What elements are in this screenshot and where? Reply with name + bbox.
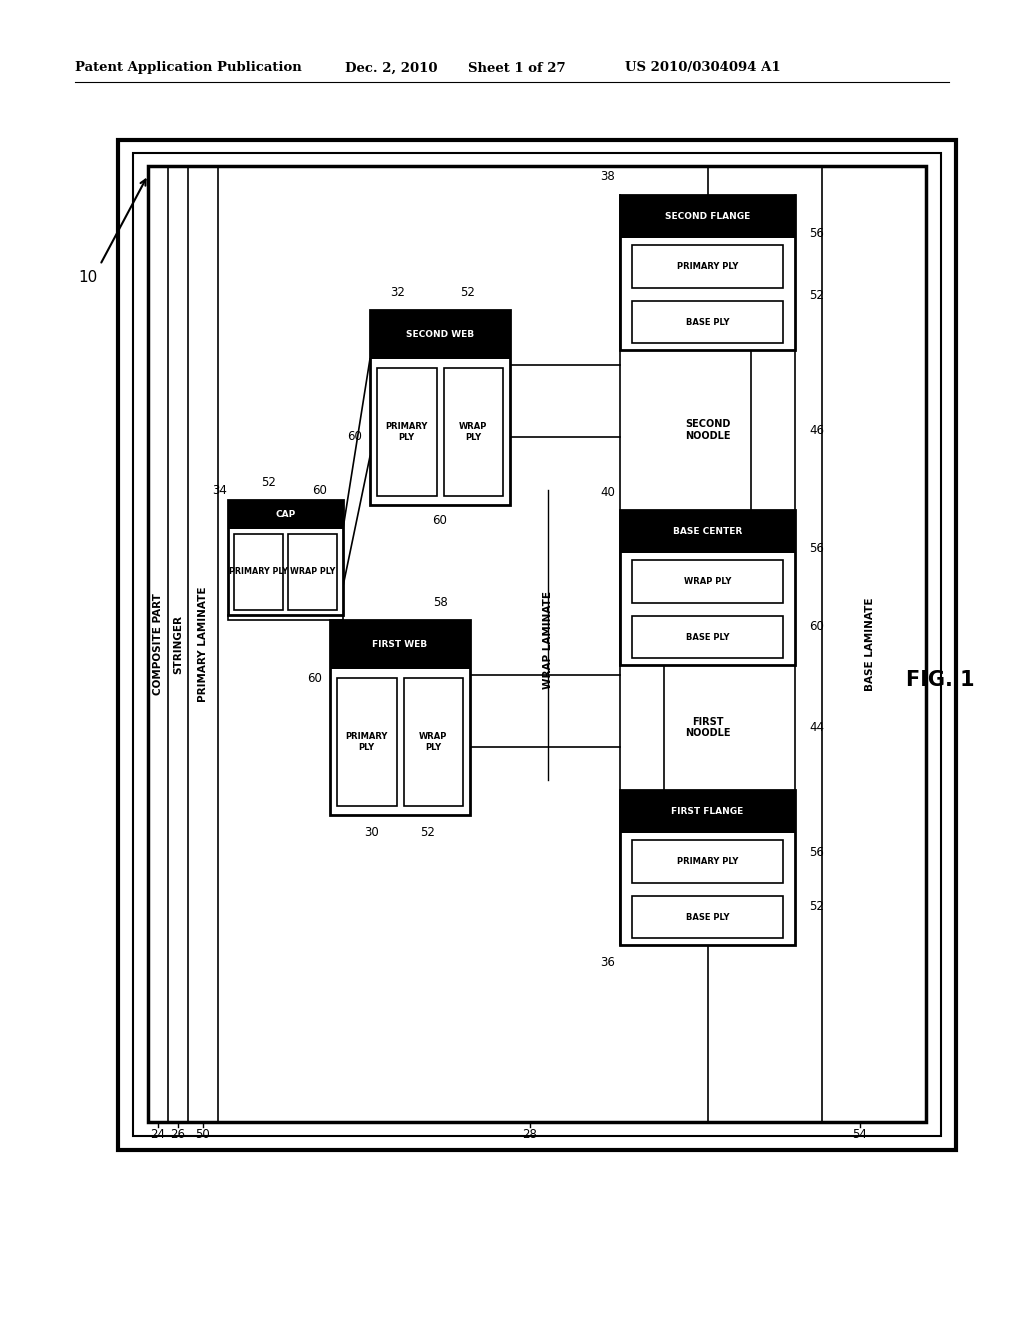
Text: PRIMARY PLY: PRIMARY PLY bbox=[677, 261, 738, 271]
Bar bbox=[228, 615, 343, 620]
Bar bbox=[228, 500, 343, 529]
Bar bbox=[133, 153, 941, 1137]
Text: SECOND FLANGE: SECOND FLANGE bbox=[665, 213, 751, 222]
Bar bbox=[148, 166, 926, 1122]
Text: 60: 60 bbox=[810, 620, 824, 632]
Bar bbox=[330, 620, 470, 669]
Text: SECOND WEB: SECOND WEB bbox=[406, 330, 474, 339]
Text: PRIMARY PLY: PRIMARY PLY bbox=[677, 857, 738, 866]
Text: 52: 52 bbox=[810, 900, 824, 912]
Text: Patent Application Publication: Patent Application Publication bbox=[75, 62, 302, 74]
Text: WRAP LAMINATE: WRAP LAMINATE bbox=[543, 591, 553, 689]
Bar bbox=[632, 616, 782, 659]
Text: 30: 30 bbox=[365, 826, 379, 840]
Text: WRAP PLY: WRAP PLY bbox=[684, 577, 731, 586]
Text: 24: 24 bbox=[151, 1129, 166, 1142]
Text: BASE PLY: BASE PLY bbox=[686, 912, 729, 921]
Bar bbox=[228, 500, 343, 615]
Text: 32: 32 bbox=[390, 285, 406, 298]
Text: 60: 60 bbox=[347, 430, 362, 444]
Text: WRAP
PLY: WRAP PLY bbox=[459, 422, 487, 442]
Text: PRIMARY PLY: PRIMARY PLY bbox=[228, 568, 288, 577]
Bar bbox=[620, 510, 795, 665]
Bar bbox=[632, 840, 782, 883]
Text: 54: 54 bbox=[853, 1129, 867, 1142]
Bar bbox=[337, 677, 396, 807]
Text: 60: 60 bbox=[432, 513, 447, 527]
Text: COMPOSITE PART: COMPOSITE PART bbox=[153, 593, 163, 694]
Bar bbox=[620, 195, 795, 350]
Bar bbox=[632, 301, 782, 343]
Bar bbox=[632, 246, 782, 288]
Text: 34: 34 bbox=[213, 483, 227, 496]
Text: FIG. 1: FIG. 1 bbox=[905, 671, 974, 690]
Text: Dec. 2, 2010: Dec. 2, 2010 bbox=[345, 62, 437, 74]
Text: 40: 40 bbox=[600, 486, 615, 499]
Bar bbox=[370, 310, 510, 359]
Bar bbox=[620, 510, 795, 553]
Text: FIRST
NOODLE: FIRST NOODLE bbox=[685, 717, 730, 738]
Text: 60: 60 bbox=[312, 483, 328, 496]
Text: 26: 26 bbox=[171, 1129, 185, 1142]
Text: 60: 60 bbox=[307, 672, 323, 685]
Text: 10: 10 bbox=[79, 271, 97, 285]
Text: 58: 58 bbox=[432, 595, 447, 609]
Text: 28: 28 bbox=[522, 1129, 538, 1142]
Bar bbox=[620, 789, 795, 945]
Bar bbox=[233, 533, 283, 610]
Text: BASE CENTER: BASE CENTER bbox=[673, 527, 742, 536]
Bar bbox=[632, 896, 782, 939]
Text: BASE LAMINATE: BASE LAMINATE bbox=[865, 597, 874, 690]
Bar bbox=[403, 677, 463, 807]
Bar bbox=[443, 367, 503, 496]
Text: 56: 56 bbox=[810, 227, 824, 240]
Text: 56: 56 bbox=[810, 543, 824, 556]
Text: BASE PLY: BASE PLY bbox=[686, 632, 729, 642]
Text: 36: 36 bbox=[600, 957, 615, 969]
Text: BASE PLY: BASE PLY bbox=[686, 318, 729, 326]
Text: US 2010/0304094 A1: US 2010/0304094 A1 bbox=[625, 62, 780, 74]
Text: 44: 44 bbox=[810, 721, 824, 734]
Text: SECOND
NOODLE: SECOND NOODLE bbox=[685, 420, 730, 441]
Text: 38: 38 bbox=[601, 170, 615, 183]
Text: FIRST FLANGE: FIRST FLANGE bbox=[672, 808, 743, 816]
Text: 46: 46 bbox=[810, 424, 824, 437]
Text: PRIMARY
PLY: PRIMARY PLY bbox=[345, 733, 388, 751]
Bar bbox=[118, 140, 956, 1150]
Bar bbox=[370, 310, 510, 506]
Text: CAP: CAP bbox=[275, 510, 296, 519]
Text: WRAP
PLY: WRAP PLY bbox=[419, 733, 447, 751]
Text: PRIMARY LAMINATE: PRIMARY LAMINATE bbox=[198, 586, 208, 702]
Text: Sheet 1 of 27: Sheet 1 of 27 bbox=[468, 62, 565, 74]
Text: PRIMARY
PLY: PRIMARY PLY bbox=[386, 422, 428, 442]
Text: 52: 52 bbox=[461, 285, 475, 298]
Bar bbox=[620, 195, 795, 239]
Bar bbox=[289, 533, 337, 610]
Text: 50: 50 bbox=[196, 1129, 210, 1142]
Bar bbox=[330, 620, 470, 814]
Text: STRINGER: STRINGER bbox=[173, 615, 183, 673]
Text: 56: 56 bbox=[810, 846, 824, 858]
Bar bbox=[377, 367, 436, 496]
Text: 52: 52 bbox=[421, 826, 435, 840]
Bar bbox=[620, 789, 795, 833]
Text: FIRST WEB: FIRST WEB bbox=[373, 640, 428, 649]
Text: 52: 52 bbox=[261, 475, 275, 488]
Bar bbox=[632, 560, 782, 602]
Text: WRAP PLY: WRAP PLY bbox=[290, 568, 336, 577]
Text: 52: 52 bbox=[810, 289, 824, 302]
